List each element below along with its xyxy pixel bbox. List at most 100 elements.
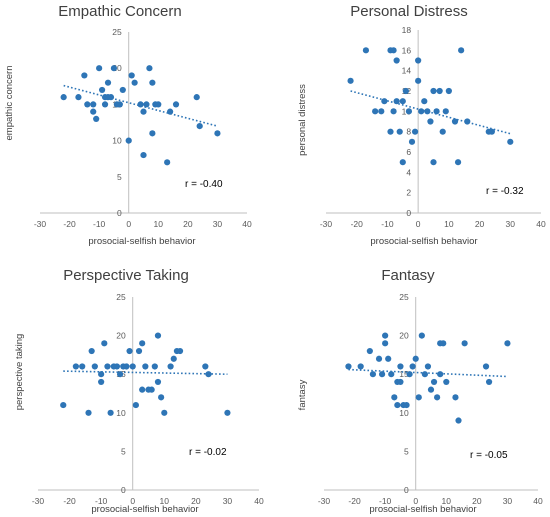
- data-point: [113, 363, 121, 370]
- data-point: [126, 347, 133, 355]
- y-tick-label: 18: [402, 25, 412, 35]
- data-point: [451, 118, 459, 125]
- x-tick-label: -30: [320, 219, 333, 229]
- data-point: [488, 128, 495, 135]
- chart-title: Empathic Concern: [58, 3, 181, 20]
- y-tick-label: 14: [402, 66, 412, 76]
- data-point: [148, 386, 155, 393]
- y-tick-label: 20: [116, 331, 126, 341]
- data-point: [91, 363, 98, 370]
- data-point: [430, 87, 437, 95]
- data-point: [60, 401, 67, 409]
- data-point: [418, 332, 425, 339]
- data-point: [399, 159, 406, 166]
- data-point: [161, 409, 168, 416]
- data-point: [397, 378, 404, 386]
- data-point: [433, 108, 440, 115]
- data-point: [424, 108, 431, 115]
- data-point: [205, 371, 212, 378]
- y-tick-label: 5: [404, 446, 409, 456]
- chart-panel-perspective-taking: Perspective Taking perspective taking pr…: [14, 267, 264, 515]
- y-axis-label: empathic concern: [4, 66, 15, 141]
- data-point: [461, 340, 468, 347]
- data-point: [202, 363, 209, 370]
- y-tick-label: 10: [116, 408, 126, 418]
- data-point: [196, 123, 203, 130]
- chart-panel-fantasy: Fantasy fantasy prosocial-selfish behavi…: [297, 267, 543, 515]
- data-point: [445, 87, 452, 95]
- data-point: [385, 355, 392, 362]
- x-tick-label: -20: [351, 219, 364, 229]
- data-point: [155, 101, 162, 108]
- data-point: [436, 87, 443, 95]
- data-point: [167, 363, 174, 370]
- y-axis-label: perspective taking: [14, 334, 25, 411]
- data-point: [455, 417, 462, 424]
- chart-title: Perspective Taking: [63, 267, 189, 284]
- data-point: [123, 363, 130, 370]
- data-point: [154, 378, 162, 386]
- y-tick-label: 15: [399, 369, 409, 379]
- data-point: [90, 108, 97, 115]
- data-point: [60, 94, 67, 101]
- data-point: [119, 86, 126, 94]
- data-point: [88, 347, 95, 355]
- data-point: [107, 409, 114, 416]
- data-point: [427, 118, 434, 125]
- data-point: [149, 130, 156, 137]
- data-point: [442, 108, 449, 115]
- data-point: [452, 394, 459, 401]
- data-point: [408, 138, 416, 145]
- data-point: [375, 355, 383, 362]
- data-point: [357, 363, 364, 370]
- y-tick-label: 4: [406, 167, 411, 177]
- x-tick-label: 40: [536, 219, 546, 229]
- y-tick-label: 2: [406, 188, 411, 198]
- x-tick-label: -10: [381, 219, 394, 229]
- x-tick-label: -10: [93, 219, 106, 229]
- x-tick-label: 30: [506, 219, 516, 229]
- y-axis-label: personal distress: [297, 84, 308, 156]
- x-tick-label: -10: [95, 496, 108, 506]
- data-point: [193, 94, 200, 101]
- data-point: [125, 137, 132, 144]
- x-tick-label: -20: [348, 496, 361, 506]
- chart-title: Fantasy: [381, 267, 435, 284]
- y-axis-label: fantasy: [297, 379, 308, 410]
- correlation-label: r = -0.05: [470, 450, 508, 461]
- data-point: [79, 363, 86, 370]
- y-tick-label: 8: [406, 127, 411, 137]
- data-point: [394, 401, 401, 409]
- x-tick-label: 0: [130, 496, 135, 506]
- data-point: [132, 401, 139, 409]
- data-point: [93, 115, 100, 122]
- x-axis-label: prosocial-selfish behavior: [370, 236, 477, 247]
- x-axis-label: prosocial-selfish behavior: [369, 504, 476, 515]
- data-point: [440, 340, 447, 347]
- trendline: [350, 90, 511, 135]
- data-point: [139, 386, 146, 393]
- y-tick-label: 20: [112, 63, 122, 73]
- x-tick-label: 10: [160, 496, 170, 506]
- data-point: [390, 47, 397, 54]
- x-tick-label: -20: [63, 219, 76, 229]
- y-tick-label: 25: [399, 292, 409, 302]
- data-point: [347, 77, 354, 84]
- correlation-label: r = -0.40: [185, 179, 223, 190]
- data-point: [482, 363, 490, 370]
- data-point: [142, 363, 149, 370]
- data-point: [98, 371, 105, 378]
- y-tick-label: 5: [117, 172, 122, 182]
- data-point: [140, 151, 147, 159]
- data-point: [140, 108, 147, 115]
- x-tick-label: 10: [442, 496, 452, 506]
- data-point: [387, 128, 394, 135]
- x-tick-label: 0: [416, 219, 421, 229]
- chart-panel-empathic-concern: Empathic Concern empathic concern prosoc…: [4, 3, 252, 247]
- data-point: [378, 371, 386, 378]
- correlation-label: r = -0.02: [189, 447, 227, 458]
- data-point: [405, 108, 413, 115]
- y-tick-label: 10: [112, 136, 122, 146]
- data-point: [403, 401, 410, 409]
- data-point: [345, 363, 352, 370]
